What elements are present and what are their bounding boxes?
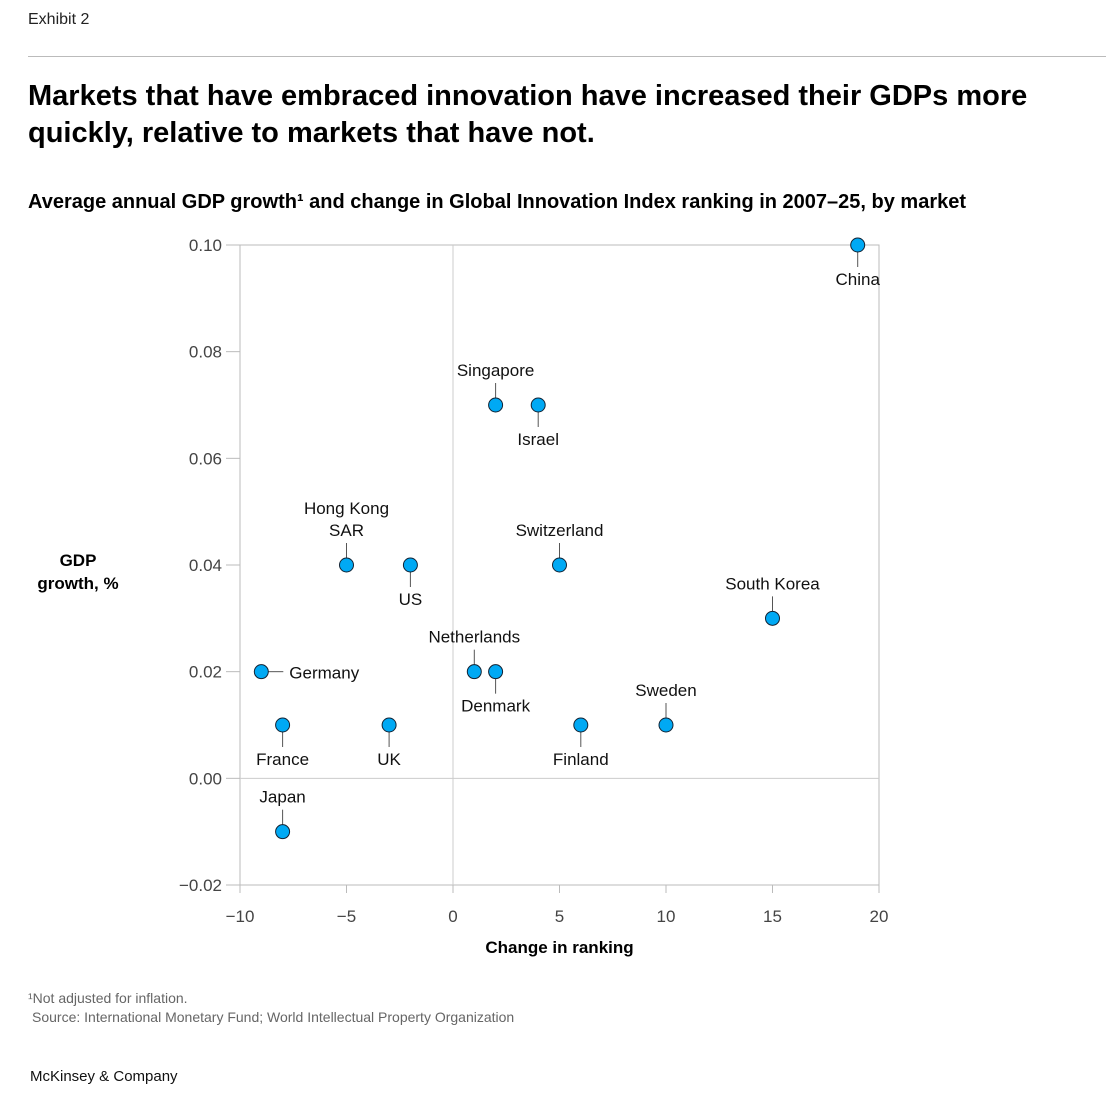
x-axis-title: Change in ranking	[485, 938, 633, 957]
point-label-us: US	[399, 590, 423, 609]
point-label-singapore: Singapore	[457, 361, 535, 380]
data-point-hong-kong-sar	[339, 557, 354, 573]
data-point-germany	[253, 664, 269, 680]
y-tick-label: 0.02	[189, 663, 222, 682]
point-label-china: China	[835, 270, 880, 289]
x-tick-label: 5	[555, 907, 564, 926]
y-tick-label: 0.00	[189, 769, 222, 788]
data-point-denmark	[488, 664, 504, 680]
data-point-sweden	[658, 717, 674, 733]
point-label-south-korea: South Korea	[725, 574, 820, 593]
y-tick-label: 0.04	[189, 556, 222, 575]
x-tick-label: −5	[337, 907, 356, 926]
footnote: ¹Not adjusted for inflation.	[28, 990, 188, 1006]
point-label-israel: Israel	[517, 430, 559, 449]
point-label-france: France	[256, 750, 309, 769]
data-point-switzerland	[552, 557, 567, 573]
x-tick-label: 15	[763, 907, 782, 926]
source-note: Source: International Monetary Fund; Wor…	[32, 1009, 515, 1025]
x-tick-label: 20	[870, 907, 889, 926]
chart-subtitle: Average annual GDP growth¹ and change in…	[28, 191, 967, 213]
data-point-france	[275, 717, 291, 733]
x-tick-label: 0	[448, 907, 457, 926]
page-title: Markets that have embraced innovation ha…	[28, 80, 1028, 149]
point-label-denmark: Denmark	[461, 697, 530, 716]
data-point-netherlands	[466, 664, 482, 680]
y-tick-label: 0.10	[189, 236, 222, 255]
data-point-china	[850, 237, 866, 253]
data-point-singapore	[488, 397, 504, 413]
data-point-uk	[381, 717, 397, 733]
data-point-south-korea	[765, 610, 780, 626]
data-point-finland	[573, 717, 589, 733]
y-tick-label: 0.06	[189, 449, 222, 468]
divider	[28, 56, 1106, 57]
data-point-israel	[530, 397, 546, 413]
point-label-hong-kong-sar: SAR	[329, 521, 364, 540]
point-label-finland: Finland	[553, 750, 609, 769]
x-tick-label: 10	[657, 907, 676, 926]
x-tick-label: −10	[226, 907, 255, 926]
data-point-us	[402, 557, 418, 573]
y-tick-label: 0.08	[189, 343, 222, 362]
exhibit-label: Exhibit 2	[28, 11, 90, 28]
brand-logo-text: McKinsey & Company	[30, 1068, 178, 1085]
point-label-germany: Germany	[289, 664, 359, 683]
point-label-uk: UK	[377, 750, 401, 769]
data-point-japan	[275, 824, 291, 840]
point-label-sweden: Sweden	[635, 681, 696, 700]
y-axis-title-line1: GDP	[60, 551, 97, 570]
point-label-switzerland: Switzerland	[516, 521, 604, 540]
point-label-japan: Japan	[259, 788, 305, 807]
y-axis-title-line2: growth, %	[37, 574, 118, 593]
y-tick-label: −0.02	[179, 876, 222, 895]
point-label-hong-kong-sar: Hong Kong	[304, 499, 389, 518]
point-label-netherlands: Netherlands	[428, 628, 520, 647]
